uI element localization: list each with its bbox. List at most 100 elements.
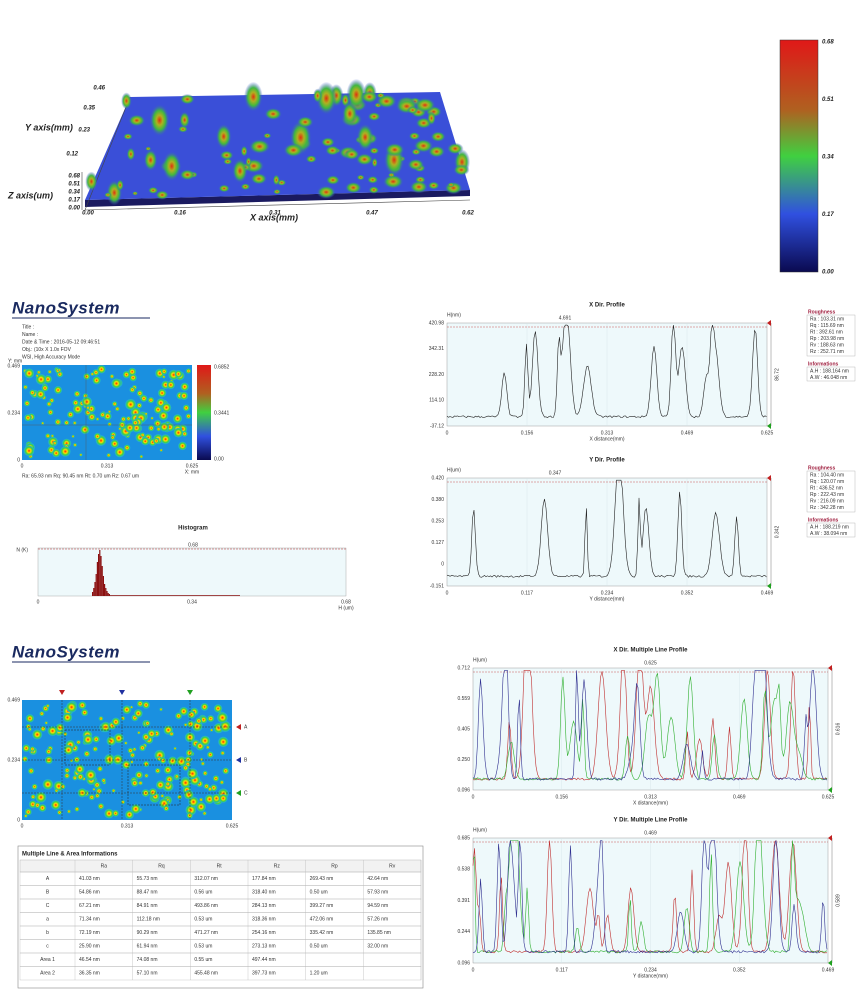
cursor-label: 0.347 <box>549 470 562 476</box>
map-feature <box>50 800 61 810</box>
table-cell: 54.86 nm <box>79 890 100 896</box>
axis-label: H(um) <box>473 827 487 833</box>
map-feature <box>155 780 165 790</box>
table-cell: 84.91 nm <box>137 903 158 909</box>
cursor-label: 0.68 <box>188 542 198 548</box>
y-tick-label: 228.20 <box>429 372 445 378</box>
surface-peak <box>273 189 281 195</box>
x-tick-label: 0.156 <box>521 430 534 436</box>
histogram-bar <box>94 582 96 596</box>
axis-label: H(nm) <box>447 312 461 318</box>
map-feature <box>36 370 41 375</box>
map-feature <box>212 775 220 782</box>
table-cell: 284.13 nm <box>252 903 276 909</box>
surface-peak <box>411 148 422 156</box>
map-feature <box>69 758 74 763</box>
map-feature <box>144 720 151 727</box>
span-label: 0.616 <box>835 723 841 736</box>
map-feature <box>205 745 210 750</box>
map-feature <box>200 735 211 746</box>
map-feature <box>218 794 228 803</box>
map-feature <box>154 767 161 774</box>
surface-peak <box>179 111 190 129</box>
map-feature <box>163 805 170 812</box>
map-feature <box>199 757 204 762</box>
y-tick-label: 0.46 <box>93 86 105 92</box>
row-label: b <box>46 930 49 936</box>
map-feature <box>73 443 77 447</box>
row-label: B <box>46 890 50 896</box>
map-feature <box>107 410 111 414</box>
map-feature <box>160 794 165 798</box>
map-feature <box>50 434 55 438</box>
y-tick-label: 0 <box>441 562 444 568</box>
surface-peak <box>121 92 132 110</box>
map-feature <box>120 416 127 422</box>
map-feature <box>175 712 183 720</box>
map-feature <box>147 729 157 739</box>
map-feature <box>148 424 155 432</box>
map-feature <box>80 425 90 435</box>
map-feature <box>196 801 206 812</box>
table-cell: 269.43 nm <box>310 876 334 882</box>
axis-label: X distance(mm) <box>589 436 624 442</box>
x-tick-label: 0.16 <box>174 211 186 217</box>
surface-peak <box>447 182 455 188</box>
y-tick-label: 0.096 <box>457 960 470 966</box>
map-feature <box>140 394 148 402</box>
y-tick-label: -37.12 <box>430 423 444 429</box>
map-feature <box>24 414 32 422</box>
roughness-title: Roughness <box>808 465 835 471</box>
roughness-box <box>806 470 856 513</box>
y-tick-label: 0.420 <box>431 475 444 481</box>
map-feature <box>30 794 36 800</box>
map-feature <box>222 767 230 775</box>
table-cell: 72.19 nm <box>79 930 100 936</box>
map-feature <box>47 369 52 374</box>
surface-peak <box>155 190 169 200</box>
surface-peak <box>453 164 470 176</box>
map-feature <box>125 810 134 820</box>
histogram-bar <box>100 556 102 596</box>
map-feature <box>64 772 70 779</box>
map-feature <box>92 376 101 385</box>
row-label: a <box>46 917 49 923</box>
map-feature <box>142 701 150 709</box>
profile-line <box>472 669 828 781</box>
map-feature <box>76 773 84 781</box>
map-feature <box>40 725 47 732</box>
map-feature <box>141 437 150 446</box>
axis-label: H(um) <box>473 657 487 663</box>
map-feature <box>97 766 103 772</box>
info-value: A.W : 38.094 nm <box>810 531 847 537</box>
map-feature <box>81 396 93 407</box>
row-label: A <box>46 876 50 882</box>
map-feature <box>177 794 182 800</box>
map-feature <box>45 433 51 439</box>
map-feature <box>72 775 78 781</box>
map-feature <box>120 716 126 721</box>
table-cell: 112.18 nm <box>137 917 160 923</box>
map-feature <box>24 808 32 816</box>
y-tick-label: 0.469 <box>7 363 20 369</box>
table-cell: 318.40 nm <box>252 890 276 896</box>
colorbar-label: 0.34 <box>822 155 834 161</box>
map-feature <box>153 419 162 428</box>
axis-label: Y: mm <box>8 358 22 364</box>
map-feature <box>22 756 28 763</box>
table-cell: 57.26 nm <box>367 917 388 923</box>
profile-title: X Dir. Multiple Line Profile <box>613 648 688 654</box>
z-tick-label: 0.17 <box>68 198 80 204</box>
map-feature <box>136 402 143 409</box>
profile-line <box>472 670 828 781</box>
y-tick-label: 0.253 <box>431 519 444 525</box>
map-feature <box>207 786 213 792</box>
table-cell: 335.42 nm <box>310 930 334 936</box>
map-feature <box>129 373 137 382</box>
table-cell: 135.85 nm <box>367 930 391 936</box>
y-tick-label: 0.538 <box>457 867 470 873</box>
map-feature <box>114 406 120 412</box>
surface-peak <box>215 123 232 150</box>
x-tick-label: 0.625 <box>761 430 774 436</box>
